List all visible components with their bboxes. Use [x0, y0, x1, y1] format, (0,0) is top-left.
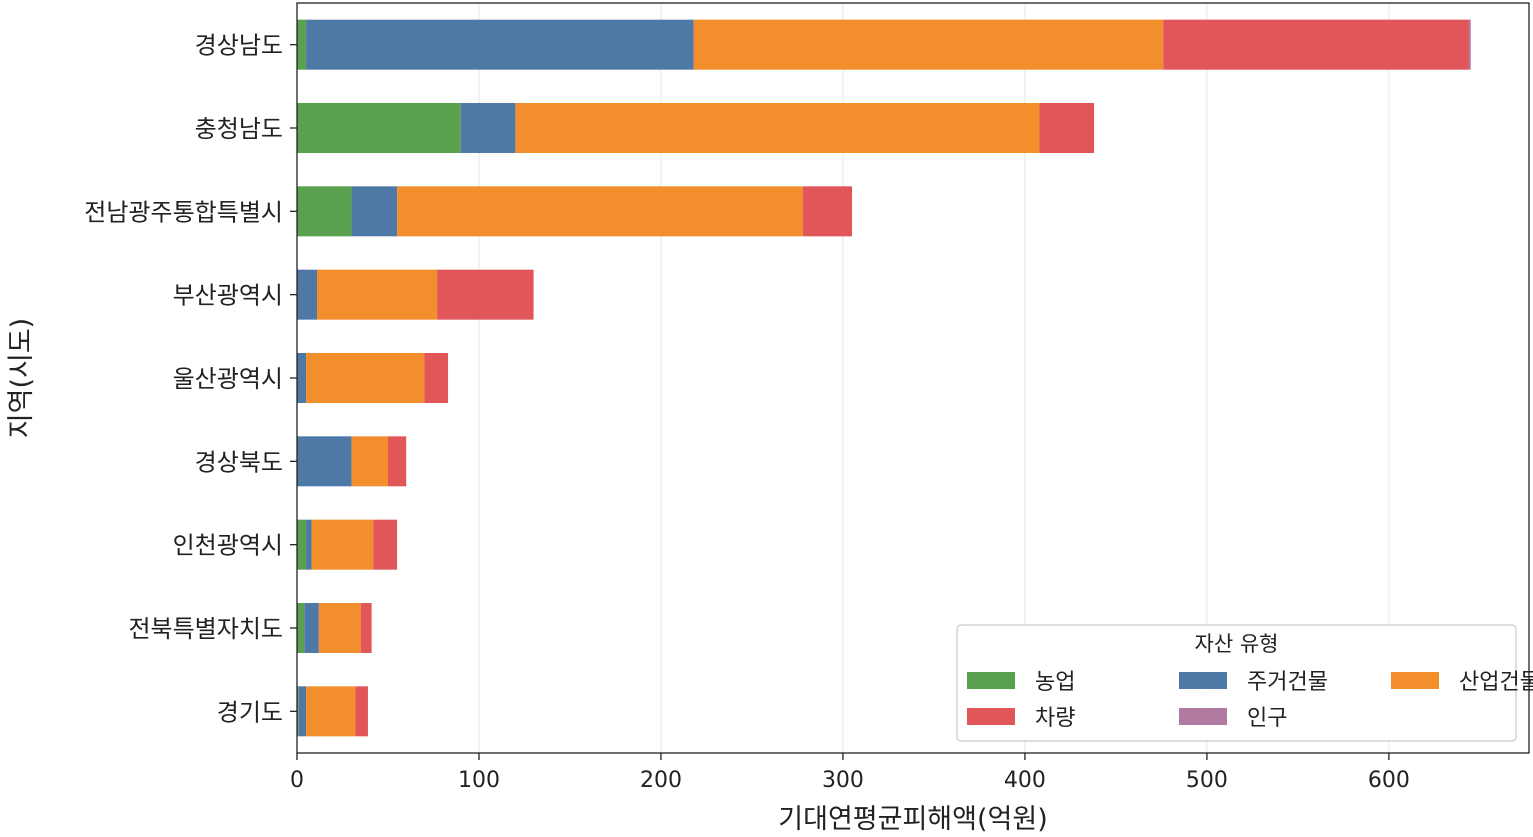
bar-7-3 [360, 603, 372, 653]
legend-box [956, 624, 1517, 742]
x-tick-label-4: 400 [1004, 768, 1046, 793]
y-tick-label-4: 울산광역시 [173, 365, 283, 393]
x-tick-label-2: 200 [640, 768, 682, 793]
x-tick-label-1: 100 [458, 768, 500, 793]
x-tick-label-5: 500 [1186, 768, 1228, 793]
x-axis-ticks: 0 100 200 300 400 500 600 [290, 753, 1410, 793]
bar-0-3 [1163, 19, 1469, 70]
legend-label-4: 인구 [1247, 706, 1287, 731]
bar-5-3 [387, 436, 407, 487]
legend-title: 자산 유형 [1195, 632, 1279, 656]
bar-1-1 [460, 103, 516, 153]
bar-0-1 [306, 19, 694, 70]
y-tick-label-5: 경상북도 [195, 448, 283, 476]
y-tick-label-2: 전남광주통합특별시 [84, 198, 283, 226]
legend-swatch-1 [1179, 672, 1227, 689]
bar-0-4 [1468, 19, 1471, 70]
bar-2-0 [297, 186, 352, 237]
x-tick-label-0: 0 [290, 768, 304, 793]
y-tick-label-6: 인천광역시 [173, 532, 283, 560]
bar-7-2 [318, 603, 361, 653]
bar-6-2 [311, 519, 374, 570]
bar-2-1 [351, 186, 398, 237]
y-tick-label-1: 충청남도 [195, 115, 283, 143]
bar-5-1 [297, 436, 352, 487]
bar-8-0 [297, 686, 299, 737]
bar-5-2 [351, 436, 388, 487]
bar-1-0 [297, 103, 461, 153]
bar-4-2 [306, 353, 425, 403]
y-tick-label-8: 경기도 [217, 698, 283, 726]
legend-label-1: 주거건물 [1247, 670, 1328, 695]
bar-4-1 [297, 353, 307, 403]
bar-0-0 [297, 19, 307, 70]
x-tick-label-3: 300 [822, 768, 864, 793]
bar-1-2 [515, 103, 1040, 153]
legend-swatch-4 [1179, 708, 1227, 725]
bar-1-3 [1039, 103, 1095, 153]
legend-label-3: 차량 [1035, 706, 1075, 731]
bar-8-1 [298, 686, 307, 737]
bar-6-3 [373, 519, 398, 570]
bar-7-0 [297, 603, 305, 653]
legend-swatch-3 [967, 708, 1015, 725]
bar-3-1 [297, 269, 318, 320]
bar-7-1 [304, 603, 319, 653]
y-axis-label: 지역(시도) [6, 318, 37, 438]
bar-8-3 [355, 686, 368, 737]
x-axis-label: 기대연평균피해액(억원) [778, 804, 1047, 835]
bar-0-2 [693, 19, 1164, 70]
legend-swatch-0 [967, 672, 1015, 689]
bar-4-3 [424, 353, 449, 403]
legend-label-2: 산업건물 [1459, 670, 1533, 695]
bar-2-3 [802, 186, 853, 237]
bar-6-1 [306, 519, 312, 570]
legend-label-0: 농업 [1035, 670, 1075, 695]
bars [297, 19, 1471, 737]
bar-3-2 [317, 269, 438, 320]
x-tick-label-6: 600 [1368, 768, 1410, 793]
bar-6-0 [297, 519, 307, 570]
y-tick-label-3: 부산광역시 [173, 282, 283, 310]
legend-swatch-2 [1391, 672, 1439, 689]
bar-3-3 [437, 269, 534, 320]
y-axis-ticks: 경상남도충청남도전남광주통합특별시부산광역시울산광역시경상북도인천광역시전북특별… [84, 32, 297, 726]
y-tick-label-0: 경상남도 [195, 32, 283, 60]
bar-2-2 [397, 186, 803, 237]
bar-8-2 [306, 686, 356, 737]
y-tick-label-7: 전북특별자치도 [128, 615, 283, 643]
